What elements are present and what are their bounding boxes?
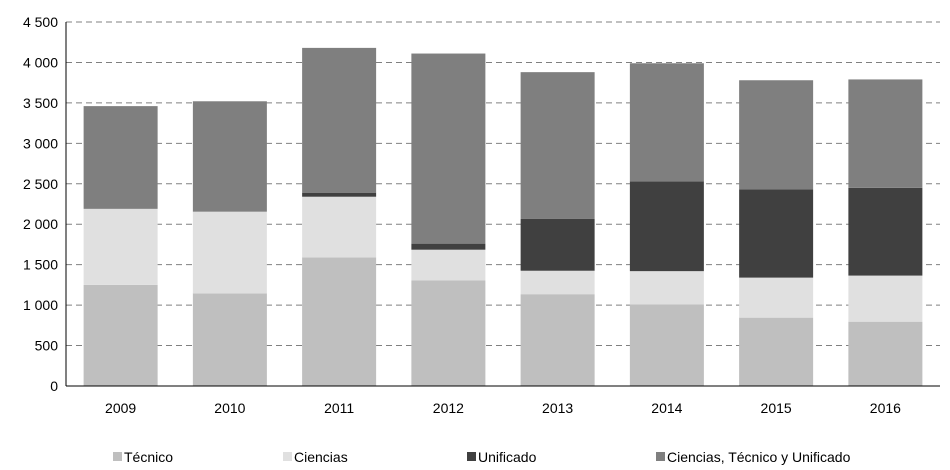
bar-segment-ciencias-t-cnico-y-unificado-2013 bbox=[520, 72, 595, 219]
y-tick-label: 1 500 bbox=[23, 257, 58, 273]
bar-segment-ciencias-2009 bbox=[83, 208, 158, 285]
y-tick-label: 2 500 bbox=[23, 176, 58, 192]
legend-swatch bbox=[467, 452, 476, 461]
bar-segment-unificado-2016 bbox=[848, 187, 923, 276]
bar-segment-ciencias-2010 bbox=[192, 211, 267, 294]
y-tick-label: 2 000 bbox=[23, 216, 58, 232]
bar-segment-unificado-2014 bbox=[629, 181, 704, 272]
bar-segment-ciencias-2012 bbox=[411, 249, 486, 281]
bar-segment-unificado-2011 bbox=[302, 192, 377, 197]
x-tick-label: 2009 bbox=[105, 400, 136, 416]
y-tick-labels: 0 500 1 000 1 500 2 000 2 500 3 000 3 500 4 000 4… bbox=[23, 14, 58, 394]
y-tick-label: 3 500 bbox=[23, 95, 58, 111]
bar-segment-ciencias-2015 bbox=[739, 277, 814, 318]
bar-segment-ciencias-t-cnico-y-unificado-2016 bbox=[848, 79, 923, 188]
bar-segment-t-cnico-2013 bbox=[520, 294, 595, 386]
bar-segment-unificado-2012 bbox=[411, 243, 486, 250]
bar-segment-t-cnico-2016 bbox=[848, 321, 923, 386]
y-tick-label: 500 bbox=[35, 338, 59, 354]
bar-segment-ciencias-t-cnico-y-unificado-2014 bbox=[629, 63, 704, 182]
y-tick-label: 3 000 bbox=[23, 135, 58, 151]
bars bbox=[83, 47, 923, 386]
x-tick-label: 2014 bbox=[651, 400, 682, 416]
legend-label: Ciencias bbox=[294, 449, 348, 465]
x-tick-label: 2015 bbox=[761, 400, 792, 416]
bar-segment-ciencias-2016 bbox=[848, 275, 923, 322]
x-tick-label: 2012 bbox=[433, 400, 464, 416]
bar-segment-unificado-2015 bbox=[739, 189, 814, 278]
bar-segment-t-cnico-2012 bbox=[411, 280, 486, 386]
bar-segment-t-cnico-2015 bbox=[739, 317, 814, 386]
x-tick-label: 2010 bbox=[214, 400, 245, 416]
bar-segment-ciencias-2011 bbox=[302, 196, 377, 258]
legend-swatch bbox=[283, 452, 292, 461]
bar-segment-t-cnico-2014 bbox=[629, 304, 704, 386]
legend: Técnico Ciencias Unificado Ciencias, Técnic… bbox=[113, 449, 851, 465]
bar-segment-t-cnico-2010 bbox=[192, 293, 267, 386]
legend-label: Ciencias, Técnico y Unificado bbox=[667, 449, 851, 465]
bar-segment-t-cnico-2009 bbox=[83, 284, 158, 386]
bar-segment-ciencias-2013 bbox=[520, 270, 595, 295]
y-tick-label: 1 000 bbox=[23, 297, 58, 313]
x-tick-label: 2013 bbox=[542, 400, 573, 416]
legend-swatch bbox=[113, 452, 122, 461]
bar-segment-ciencias-t-cnico-y-unificado-2015 bbox=[739, 80, 814, 190]
bar-segment-t-cnico-2011 bbox=[302, 257, 377, 386]
bar-segment-ciencias-t-cnico-y-unificado-2009 bbox=[83, 106, 158, 209]
legend-label: Unificado bbox=[478, 449, 537, 465]
y-tick-label: 4 500 bbox=[23, 14, 58, 30]
x-tick-label: 2016 bbox=[870, 400, 901, 416]
y-tick-label: 0 bbox=[50, 378, 58, 394]
legend-label: Técnico bbox=[124, 449, 173, 465]
bar-segment-unificado-2013 bbox=[520, 218, 595, 271]
bar-segment-ciencias-2014 bbox=[629, 271, 704, 305]
x-tick-labels: 2009 2010 2011 2012 2013 2014 2015 2016 bbox=[105, 400, 901, 416]
bar-segment-ciencias-t-cnico-y-unificado-2012 bbox=[411, 53, 486, 244]
bar-segment-ciencias-t-cnico-y-unificado-2011 bbox=[302, 47, 377, 193]
bar-segment-ciencias-t-cnico-y-unificado-2010 bbox=[192, 101, 267, 212]
legend-swatch bbox=[656, 452, 665, 461]
y-tick-label: 4 000 bbox=[23, 54, 58, 70]
x-tick-label: 2011 bbox=[324, 400, 354, 416]
